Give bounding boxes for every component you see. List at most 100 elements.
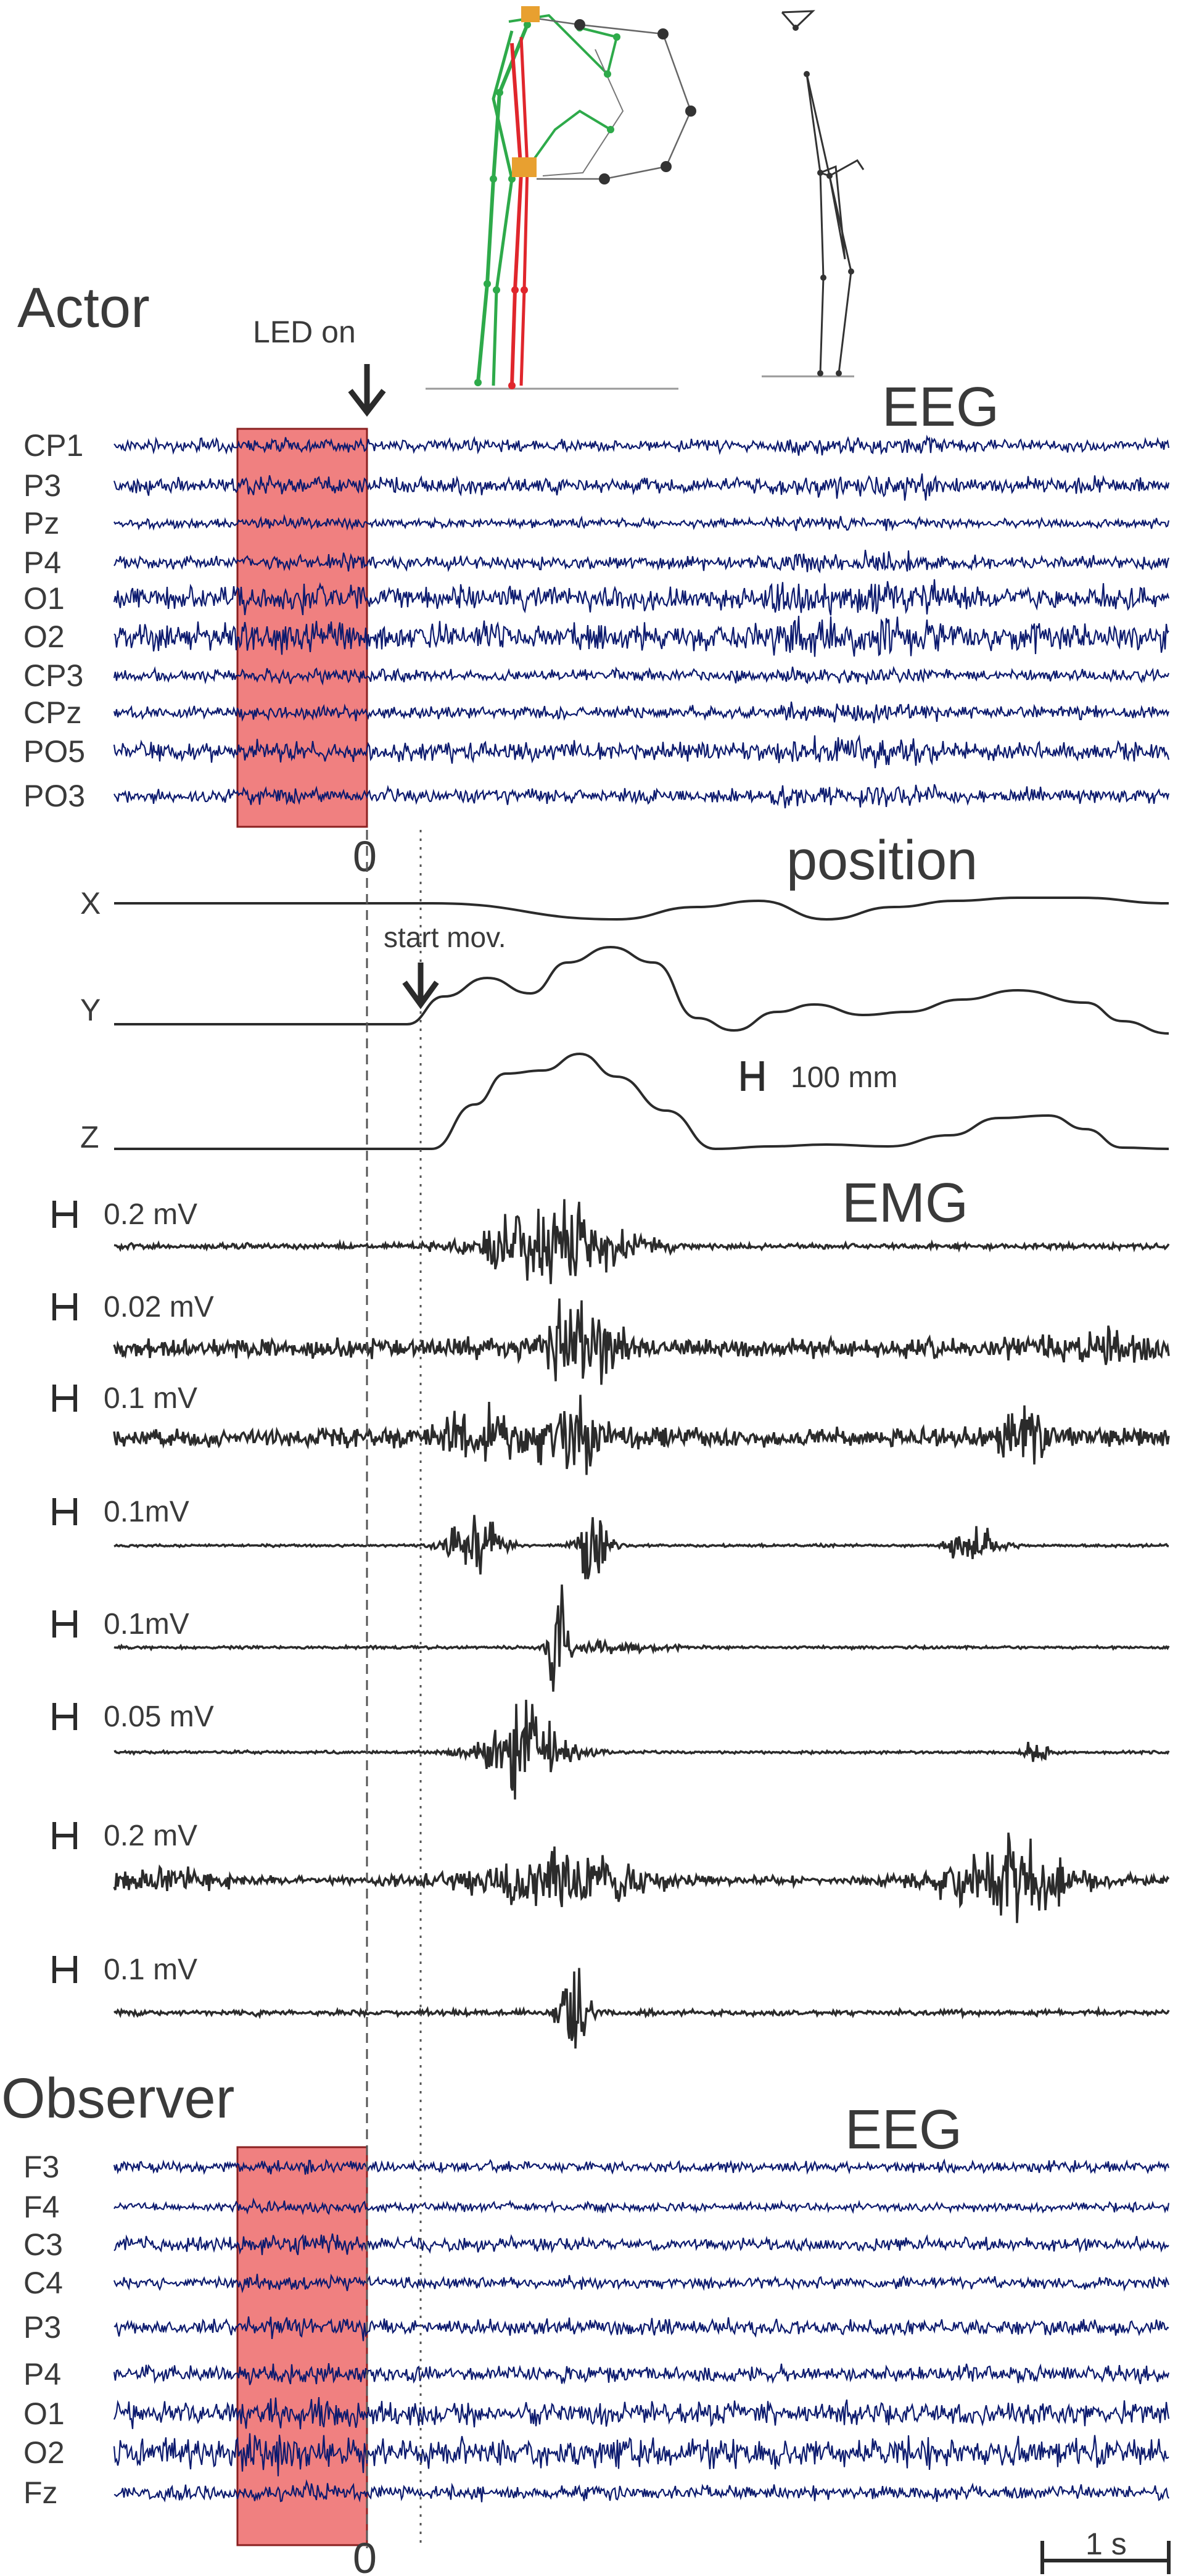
channel-label: O2 bbox=[23, 2435, 65, 2470]
channel-label: CP1 bbox=[23, 428, 83, 463]
eeg-trace-observer bbox=[113, 2316, 1169, 2342]
emg-title: EMG bbox=[842, 1172, 968, 1234]
time-scale-label: 1 s bbox=[1085, 2527, 1127, 2561]
channel-label: P4 bbox=[23, 2357, 61, 2392]
emg-trace bbox=[113, 1584, 1170, 1692]
stick-segment bbox=[519, 36, 529, 386]
eeg-observer-traces bbox=[113, 2158, 1170, 2503]
eeg-trace-actor bbox=[113, 702, 1170, 724]
eeg-trace-actor bbox=[113, 550, 1170, 574]
stick-joint bbox=[524, 21, 531, 28]
stick-segment bbox=[829, 159, 865, 177]
channel-label: C3 bbox=[23, 2227, 63, 2262]
emg-scale-bar-icon bbox=[52, 1703, 77, 1730]
stick-joint bbox=[820, 275, 826, 281]
channel-label: C4 bbox=[23, 2266, 63, 2300]
stick-segment bbox=[820, 165, 846, 260]
eeg-trace-actor bbox=[113, 434, 1170, 456]
channel-label: CPz bbox=[23, 695, 81, 730]
emg-scale-labels: 0.2 mV 0.02 mV 0.1 mV 0.1mV 0.1mV 0.05 mV 0.2 … bbox=[52, 1198, 214, 1986]
stick-joint bbox=[657, 28, 669, 39]
emg-scale-bar-icon bbox=[52, 1956, 77, 1983]
stick-figure-gray bbox=[762, 10, 865, 378]
led-down-arrow-icon bbox=[348, 364, 386, 417]
stick-joint bbox=[490, 175, 497, 183]
stick-segment bbox=[510, 43, 524, 386]
channel-label: P4 bbox=[23, 545, 61, 580]
emg-trace bbox=[113, 1298, 1170, 1385]
emg-trace bbox=[113, 1699, 1170, 1800]
stick-joint bbox=[604, 70, 611, 78]
eeg-trace-observer bbox=[113, 2479, 1169, 2503]
stick-joint bbox=[817, 370, 823, 376]
eeg-trace-actor bbox=[113, 616, 1169, 657]
eeg-trace-actor bbox=[113, 579, 1170, 616]
eeg-trace-observer bbox=[113, 2158, 1170, 2175]
emg-trace bbox=[113, 1515, 1169, 1580]
eeg-title-actor: EEG bbox=[882, 376, 999, 438]
eeg-title-observer: EEG bbox=[845, 2099, 962, 2161]
stick-joint bbox=[484, 280, 491, 288]
stick-joint bbox=[836, 370, 842, 376]
stick-joint bbox=[848, 268, 854, 275]
emg-scale-label: 0.1 mV bbox=[104, 1382, 197, 1415]
stick-joint bbox=[817, 170, 823, 176]
start-movement-arrow-icon bbox=[402, 963, 439, 1009]
stick-hip-marker bbox=[512, 157, 537, 177]
stick-head-marker bbox=[521, 6, 540, 22]
stick-segment bbox=[536, 17, 692, 180]
position-trace-y bbox=[114, 945, 1169, 1035]
stick-joint bbox=[613, 33, 620, 41]
highlight-window-observer bbox=[236, 2146, 368, 2546]
eeg-trace-observer bbox=[113, 2433, 1169, 2477]
observer-heading: Observer bbox=[1, 2067, 234, 2130]
position-trace-z bbox=[114, 1052, 1169, 1151]
stick-joint bbox=[661, 161, 672, 172]
emg-trace bbox=[113, 1833, 1170, 1923]
stick-figure-color bbox=[426, 6, 696, 390]
position-channel-labels: X Y Z bbox=[80, 886, 101, 1154]
stick-segment bbox=[805, 73, 852, 374]
emg-scale-label: 0.2 mV bbox=[104, 1198, 197, 1231]
zero-label-top: 0 bbox=[353, 832, 377, 880]
emg-scale-bar-icon bbox=[52, 1610, 77, 1638]
position-scale-label: 100 mm bbox=[791, 1061, 897, 1094]
channel-label: CP3 bbox=[23, 658, 83, 693]
eeg-trace-actor bbox=[113, 513, 1170, 531]
led-on-label: LED on bbox=[253, 315, 356, 349]
time-scale-bar-icon bbox=[1040, 2541, 1171, 2574]
channel-label: O2 bbox=[23, 619, 65, 654]
eeg-trace-actor bbox=[113, 734, 1170, 769]
eeg-actor-traces bbox=[113, 434, 1170, 809]
eeg-trace-observer bbox=[113, 2233, 1169, 2256]
emg-scale-bar-icon bbox=[52, 1201, 77, 1228]
emg-scale-label: 0.05 mV bbox=[104, 1700, 214, 1733]
emg-trace bbox=[113, 1968, 1170, 2049]
stick-joint bbox=[793, 25, 799, 31]
stick-joint bbox=[496, 89, 503, 96]
position-title: position bbox=[786, 830, 978, 892]
zero-label-bottom: 0 bbox=[353, 2534, 377, 2576]
stick-segment bbox=[523, 109, 612, 174]
actor-heading: Actor bbox=[17, 276, 150, 339]
emg-scale-label: 0.1mV bbox=[104, 1496, 189, 1528]
channel-label: Fz bbox=[23, 2475, 58, 2510]
stick-joint bbox=[511, 286, 519, 294]
emg-traces bbox=[113, 1199, 1170, 2049]
emg-scale-label: 0.2 mV bbox=[104, 1820, 197, 1852]
emg-scale-label: 0.02 mV bbox=[104, 1291, 214, 1323]
channel-label: O1 bbox=[23, 581, 65, 616]
channel-label: O1 bbox=[23, 2396, 65, 2431]
channel-label: F4 bbox=[23, 2190, 59, 2224]
eeg-trace-observer bbox=[113, 2197, 1170, 2216]
stick-joint bbox=[521, 286, 528, 294]
emg-trace bbox=[113, 1199, 1170, 1285]
channel-label: P3 bbox=[23, 468, 61, 503]
eeg-trace-actor bbox=[113, 784, 1170, 809]
channel-label: Pz bbox=[23, 506, 59, 540]
stick-joint bbox=[493, 286, 500, 294]
channel-label: P3 bbox=[23, 2310, 61, 2345]
position-label: Y bbox=[80, 993, 101, 1027]
